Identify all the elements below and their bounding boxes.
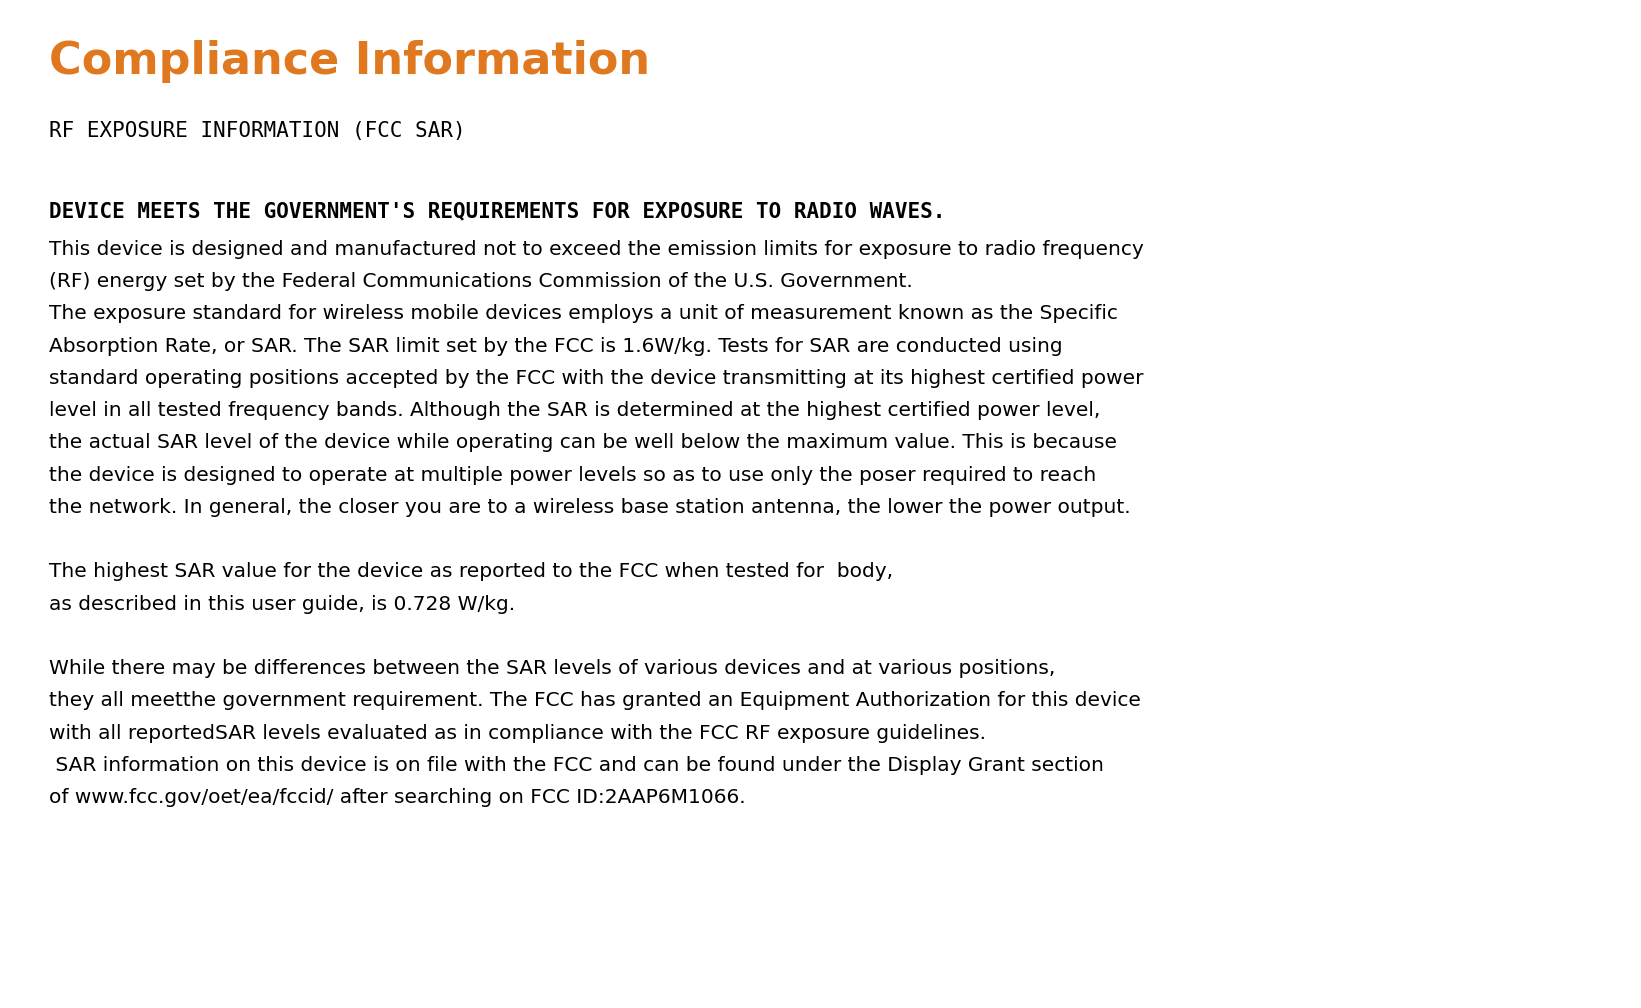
Text: the actual SAR level of the device while operating can be well below the maximum: the actual SAR level of the device while…	[49, 433, 1118, 453]
Text: they all meetthe government requirement. The FCC has granted an Equipment Author: they all meetthe government requirement.…	[49, 691, 1140, 711]
Text: The exposure standard for wireless mobile devices employs a unit of measurement : The exposure standard for wireless mobil…	[49, 304, 1118, 324]
Text: Absorption Rate, or SAR. The SAR limit set by the FCC is 1.6W/kg. Tests for SAR : Absorption Rate, or SAR. The SAR limit s…	[49, 337, 1063, 356]
Text: This device is designed and manufactured not to exceed the emission limits for e: This device is designed and manufactured…	[49, 240, 1144, 259]
Text: the network. In general, the closer you are to a wireless base station antenna, : the network. In general, the closer you …	[49, 498, 1131, 517]
Text: Compliance Information: Compliance Information	[49, 40, 650, 84]
Text: RF EXPOSURE INFORMATION (FCC SAR): RF EXPOSURE INFORMATION (FCC SAR)	[49, 121, 466, 141]
Text: DEVICE MEETS THE GOVERNMENT'S REQUIREMENTS FOR EXPOSURE TO RADIO WAVES.: DEVICE MEETS THE GOVERNMENT'S REQUIREMEN…	[49, 202, 945, 222]
Text: with all reportedSAR levels evaluated as in compliance with the FCC RF exposure : with all reportedSAR levels evaluated as…	[49, 724, 986, 743]
Text: the device is designed to operate at multiple power levels so as to use only the: the device is designed to operate at mul…	[49, 466, 1096, 485]
Text: (RF) energy set by the Federal Communications Commission of the U.S. Government.: (RF) energy set by the Federal Communica…	[49, 272, 912, 291]
Text: level in all tested frequency bands. Although the SAR is determined at the highe: level in all tested frequency bands. Alt…	[49, 401, 1101, 420]
Text: standard operating positions accepted by the FCC with the device transmitting at: standard operating positions accepted by…	[49, 369, 1144, 388]
Text: The highest SAR value for the device as reported to the FCC when tested for  bod: The highest SAR value for the device as …	[49, 562, 893, 582]
Text: as described in this user guide, is 0.728 W/kg.: as described in this user guide, is 0.72…	[49, 595, 515, 614]
Text: of www.fcc.gov/oet/ea/fccid/ after searching on FCC ID:2AAP6M1066.: of www.fcc.gov/oet/ea/fccid/ after searc…	[49, 788, 747, 807]
Text: While there may be differences between the SAR levels of various devices and at : While there may be differences between t…	[49, 659, 1055, 678]
Text: SAR information on this device is on file with the FCC and can be found under th: SAR information on this device is on fil…	[49, 756, 1104, 775]
